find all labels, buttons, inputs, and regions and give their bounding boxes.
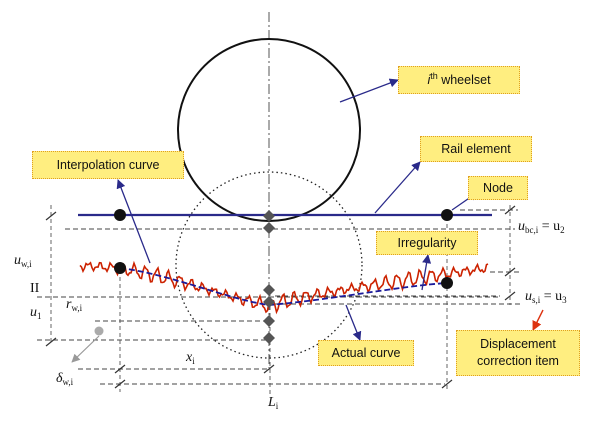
- marker-diamond: [263, 332, 275, 344]
- arrow-interpolation: [116, 179, 151, 264]
- label-L-i: Li: [268, 395, 279, 411]
- node-left-rail: [114, 209, 126, 221]
- actual-curve: [79, 260, 489, 315]
- reference-lines: [37, 209, 520, 385]
- arrow-irregularity: [421, 254, 432, 291]
- arrow-wheelset: [339, 78, 399, 103]
- label-u-bc: ubc,i = u2: [518, 219, 565, 235]
- label-delta-w: δw,i: [56, 371, 74, 387]
- marker-diamond: [263, 284, 275, 296]
- callout-node: Node: [468, 176, 528, 200]
- node-right-curve: [441, 277, 453, 289]
- label-u-s: us,i = u3: [525, 289, 567, 305]
- arrow-displacement: [532, 309, 544, 331]
- marker-diamond: [263, 315, 275, 327]
- label-u1: u1: [30, 305, 42, 321]
- label-r-w: rw,i: [66, 297, 83, 313]
- callout-irregularity: Irregularity: [376, 231, 478, 255]
- delta-point: [94, 326, 104, 336]
- arrow-actual-curve: [345, 304, 362, 341]
- label-II: II: [30, 281, 40, 296]
- node-right-rail: [441, 209, 453, 221]
- delta-arrow: [71, 335, 100, 363]
- marker-diamond: [263, 210, 275, 222]
- marker-diamond: [263, 222, 275, 234]
- marker-diamond: [263, 296, 275, 308]
- contact-markers: [263, 210, 275, 344]
- callout-interpolation-curve: Interpolation curve: [32, 151, 184, 179]
- callout-displacement-correction: Displacement correction item: [456, 330, 580, 376]
- callout-actual-curve: Actual curve: [318, 340, 414, 366]
- arrow-rail-element: [374, 161, 421, 214]
- tick-marks: [45, 205, 516, 389]
- label-u-w: uw,i: [14, 253, 32, 269]
- node-left-curve: [114, 262, 126, 274]
- label-x-i: xi: [186, 350, 195, 366]
- callout-rail-element: Rail element: [420, 136, 532, 162]
- callout-wheelset: ith wheelset: [398, 66, 520, 94]
- dotted-circle: [175, 171, 363, 359]
